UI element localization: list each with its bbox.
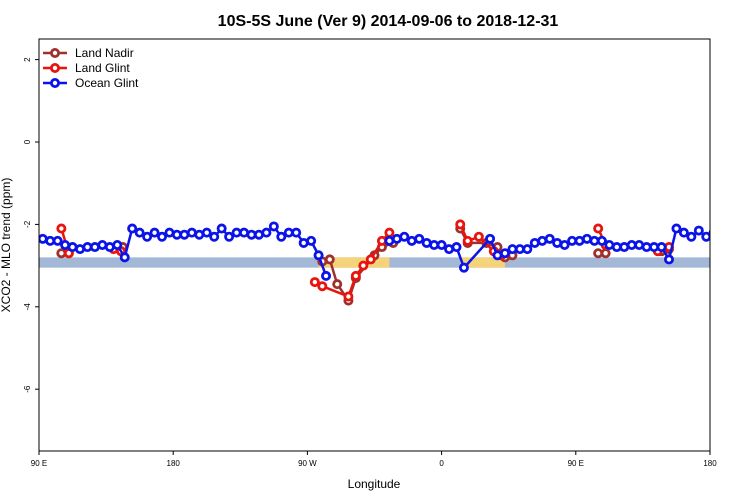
- series-layer: [39, 219, 710, 306]
- data-point: [56, 223, 67, 234]
- data-point: [309, 277, 320, 288]
- data-point: [306, 235, 317, 246]
- data-point: [656, 242, 667, 253]
- data-point: [462, 235, 473, 246]
- data-point: [399, 231, 410, 242]
- data-point: [321, 270, 332, 281]
- data-point: [522, 244, 533, 255]
- legend-swatch-marker: [50, 63, 61, 74]
- data-point: [708, 229, 710, 236]
- data-point: [559, 239, 570, 250]
- data-point: [209, 231, 220, 242]
- data-point: [365, 254, 376, 265]
- data-point: [127, 223, 138, 234]
- data-point: [201, 227, 212, 238]
- data-point: [458, 262, 469, 273]
- data-point: [600, 248, 611, 259]
- y-tick-label: 0: [23, 139, 32, 144]
- data-point: [291, 227, 302, 238]
- legend-item: Land Nadir: [43, 46, 134, 60]
- data-point: [119, 252, 130, 263]
- x-tick-label: 90 W: [298, 459, 317, 468]
- legend-label: Land Nadir: [75, 46, 134, 60]
- y-tick-label: 2: [23, 57, 32, 62]
- legend-label: Land Glint: [75, 61, 130, 75]
- data-point: [343, 291, 354, 302]
- legend-item: Land Glint: [43, 61, 130, 75]
- data-point: [276, 231, 287, 242]
- data-point: [693, 225, 704, 236]
- data-point: [414, 233, 425, 244]
- data-point: [596, 235, 607, 246]
- data-point: [384, 227, 395, 238]
- data-point: [350, 270, 361, 281]
- y-tick-label: -2: [23, 220, 32, 228]
- data-point: [313, 250, 324, 261]
- data-point: [224, 231, 235, 242]
- x-axis-label: Longitude: [348, 477, 401, 491]
- y-tick-label: -4: [23, 303, 32, 311]
- land-band-segment: [460, 257, 505, 268]
- data-point: [142, 231, 153, 242]
- chart-title: 10S-5S June (Ver 9) 2014-09-06 to 2018-1…: [218, 13, 559, 30]
- data-point: [324, 254, 335, 265]
- y-axis-label: XCO2 - MLO trend (ppm): [0, 178, 13, 313]
- data-point: [455, 219, 466, 230]
- x-tick-label: 180: [703, 459, 717, 468]
- data-point: [134, 227, 145, 238]
- data-point: [686, 231, 697, 242]
- data-point: [678, 227, 689, 238]
- data-point: [485, 233, 496, 244]
- data-point: [544, 233, 555, 244]
- data-point: [157, 231, 168, 242]
- data-point: [663, 254, 674, 265]
- legend-label: Ocean Glint: [75, 76, 139, 90]
- x-tick-label: 90 E: [568, 459, 584, 468]
- x-axis: 90 E 180 90 W 0 90 E 180: [31, 451, 717, 468]
- legend-item: Ocean Glint: [43, 76, 139, 90]
- data-point: [593, 223, 604, 234]
- data-point: [216, 223, 227, 234]
- data-point: [268, 221, 279, 232]
- series-ocean-glint: [39, 221, 710, 281]
- data-point: [671, 223, 682, 234]
- data-point: [112, 239, 123, 250]
- legend-swatch-marker: [50, 48, 61, 59]
- data-point: [499, 248, 510, 259]
- x-tick-label: 180: [167, 459, 181, 468]
- data-point: [701, 231, 710, 242]
- legend-swatch-marker: [50, 78, 61, 89]
- plot-frame: [38, 38, 711, 452]
- data-point: [317, 281, 328, 292]
- data-point: [52, 235, 63, 246]
- x-tick-label: 90 E: [31, 459, 47, 468]
- data-point: [149, 227, 160, 238]
- data-point: [436, 239, 447, 250]
- plot-area: [38, 38, 711, 452]
- data-point: [332, 279, 343, 290]
- data-point: [473, 231, 484, 242]
- y-axis: 2 0 -2 -4 -6: [23, 57, 39, 393]
- y-tick-label: -6: [23, 385, 32, 393]
- data-point: [261, 227, 272, 238]
- land-band-segment: [318, 257, 390, 268]
- x-tick-label: 0: [439, 459, 444, 468]
- data-point: [358, 260, 369, 271]
- data-point: [451, 242, 462, 253]
